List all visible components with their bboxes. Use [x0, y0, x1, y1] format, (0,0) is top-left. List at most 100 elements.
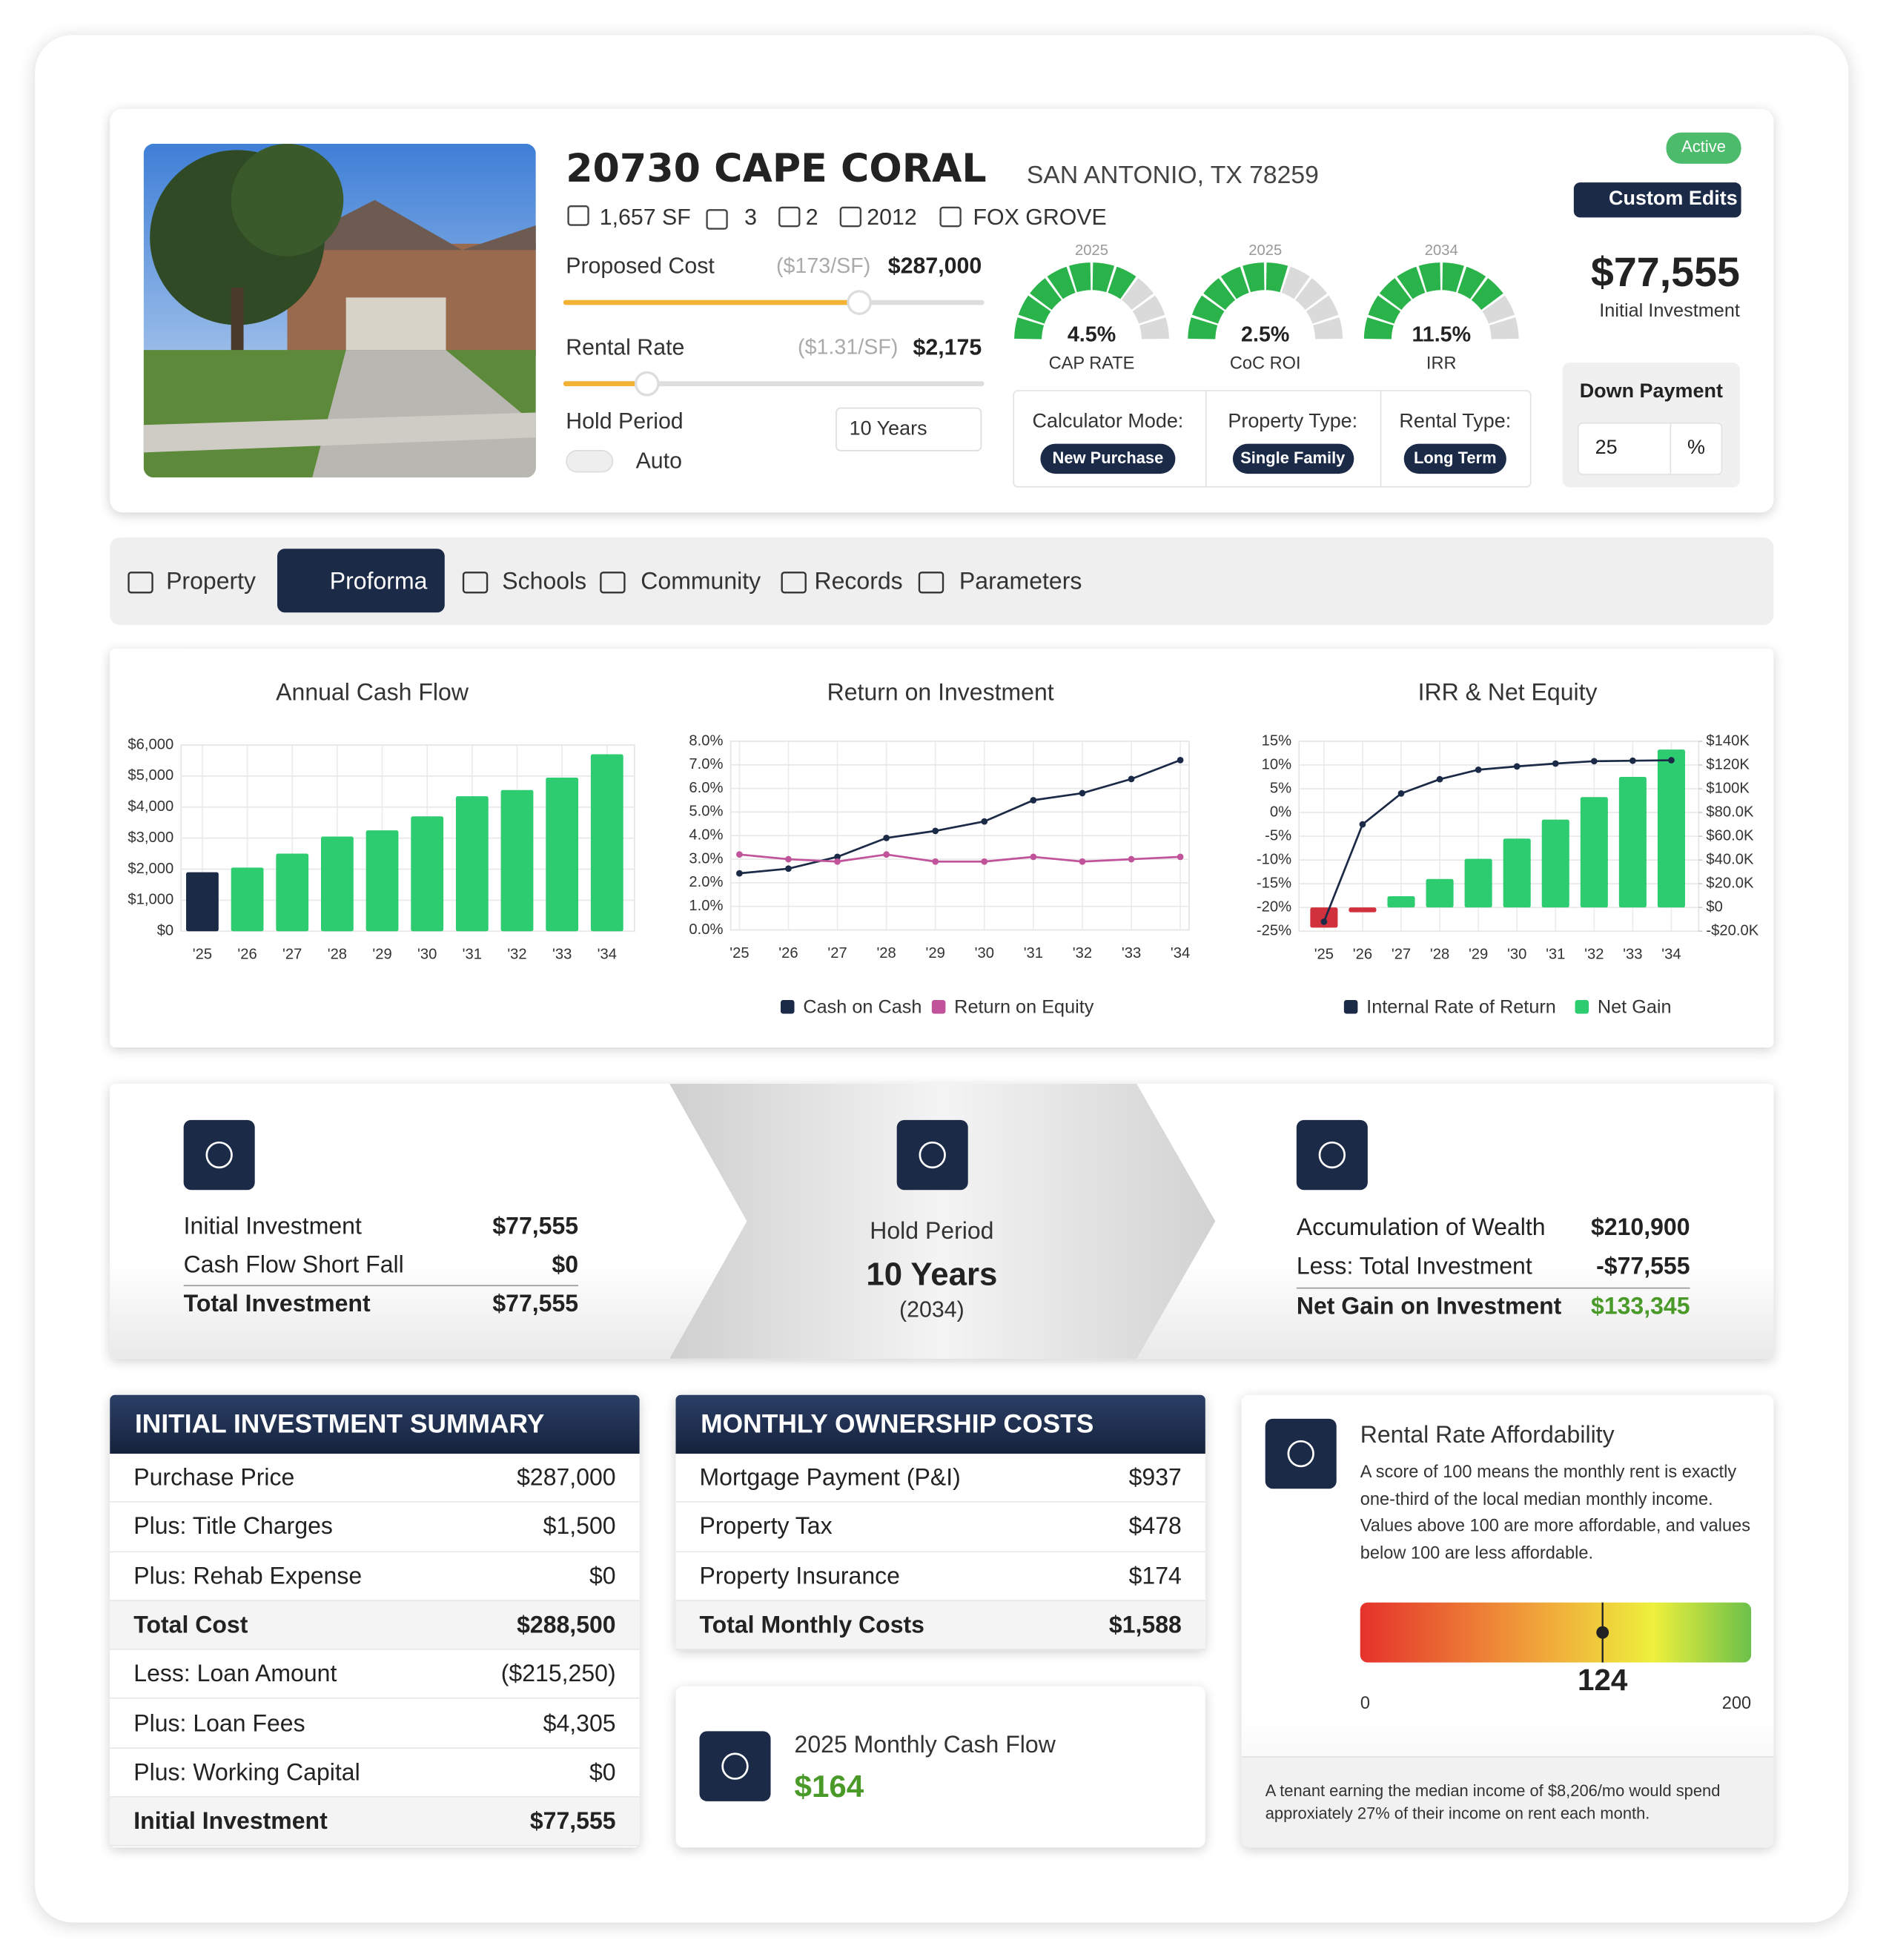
property-title: 20730 CAPE CORAL — [566, 146, 987, 192]
cash-flow-icon-glyph — [721, 1752, 749, 1780]
property-stat: 3 — [744, 204, 758, 230]
legend-label: Return on Equity — [954, 996, 1094, 1019]
status-pill — [1666, 132, 1741, 164]
summary-value: $0 — [552, 1252, 579, 1279]
table-header — [675, 1394, 1205, 1454]
chevron — [669, 1083, 1216, 1359]
legend-swatch — [781, 999, 795, 1014]
mode-value[interactable]: Single Family — [1240, 448, 1346, 467]
tab-icon — [781, 572, 807, 594]
bar — [231, 867, 264, 932]
cash-flow-value: $164 — [794, 1769, 864, 1805]
slider-knob[interactable] — [634, 371, 660, 397]
table-row — [110, 1797, 640, 1847]
row-label: Property Tax — [699, 1514, 833, 1541]
bar — [546, 777, 579, 932]
point — [1177, 756, 1184, 764]
stat-icon — [567, 205, 589, 226]
mode-pill[interactable] — [1403, 443, 1506, 474]
hold-select[interactable] — [836, 407, 982, 451]
point — [736, 870, 743, 877]
gauge-segment — [1014, 317, 1045, 340]
bar — [276, 853, 309, 932]
bar — [186, 872, 219, 932]
down-payment-select[interactable] — [1577, 422, 1723, 475]
gauge-segment — [1471, 278, 1503, 311]
gauge-segment — [1482, 295, 1515, 324]
row-value: $4,305 — [543, 1710, 616, 1738]
tab[interactable]: Community — [641, 569, 761, 595]
table-title: MONTHLY OWNERSHIP COSTS — [701, 1409, 1094, 1439]
driveway — [312, 350, 536, 478]
hold-year: (2034) — [899, 1297, 964, 1322]
mode-pill[interactable] — [1040, 443, 1176, 474]
table-row — [110, 1503, 640, 1552]
row-label: Less: Loan Amount — [133, 1661, 337, 1688]
tab-icon — [462, 572, 489, 594]
y-tick-label: -20% — [1257, 899, 1291, 916]
slider-knob[interactable] — [847, 290, 872, 315]
x-tick-label: '34 — [598, 947, 617, 963]
summary-label: Net Gain on Investment — [1296, 1294, 1562, 1320]
edit-button-label[interactable]: Custom Edits — [1609, 188, 1738, 210]
x-tick-label: '31 — [1024, 945, 1043, 961]
row-label: Plus: Loan Fees — [133, 1710, 305, 1738]
x-tick-label: '25 — [193, 947, 212, 963]
toggle-label: Auto — [635, 448, 682, 474]
x-tick-label: '30 — [975, 945, 994, 961]
point — [981, 818, 988, 825]
tab[interactable]: Property — [166, 569, 257, 595]
table-header — [110, 1394, 640, 1454]
mode-pill[interactable] — [1232, 443, 1354, 474]
heat-bar — [1360, 1602, 1752, 1663]
chevron-shape — [669, 1083, 1216, 1359]
row-value: $174 — [1128, 1563, 1182, 1590]
gauge-segment — [1313, 317, 1343, 340]
x-tick-label: '27 — [1392, 947, 1411, 963]
y-tick-label: $0 — [157, 923, 173, 939]
point — [785, 865, 792, 873]
gauge-segment — [1368, 295, 1401, 324]
tab[interactable]: Schools — [502, 569, 587, 595]
gauge-segment — [1030, 278, 1062, 311]
gauge-value: 4.5% — [1067, 322, 1116, 347]
edit-button[interactable] — [1573, 182, 1741, 218]
property-photo — [143, 143, 536, 478]
y-tick-label: $4,000 — [128, 798, 173, 815]
point — [1128, 855, 1135, 863]
active-tab[interactable] — [277, 549, 445, 613]
table-row — [675, 1600, 1205, 1651]
point — [834, 858, 841, 865]
point — [1436, 775, 1443, 783]
mode-value[interactable]: Long Term — [1414, 448, 1497, 467]
bar — [1618, 776, 1647, 908]
gauge-segment — [1203, 278, 1236, 311]
stat-icon — [706, 209, 728, 230]
affordability-footnote: A tenant earning the median income of $8… — [1265, 1781, 1721, 1823]
mode-value[interactable]: New Purchase — [1052, 448, 1164, 467]
toggle[interactable] — [566, 450, 614, 473]
field-value: $2,175 — [913, 334, 982, 360]
legend-label: Cash on Cash — [803, 996, 922, 1019]
hold-value: 10 Years — [866, 1255, 998, 1293]
wealth-icon — [1296, 1119, 1368, 1191]
y-tick-label: $6,000 — [128, 736, 173, 752]
down-payment-unit: % — [1687, 437, 1705, 459]
bar — [1426, 878, 1454, 908]
y-tick-label: -15% — [1257, 875, 1291, 891]
select-divider — [1670, 423, 1672, 474]
tab[interactable]: Records — [814, 569, 903, 595]
point — [1552, 760, 1559, 767]
mode-box — [1013, 390, 1532, 488]
summary-label: Total Investment — [183, 1291, 371, 1318]
x-tick-label: '32 — [507, 947, 526, 963]
affordability-icon — [1265, 1418, 1337, 1489]
field-per-sf: ($1.31/SF) — [798, 335, 899, 360]
tab[interactable]: Parameters — [959, 569, 1082, 595]
bar — [1310, 907, 1338, 928]
row-label: Purchase Price — [133, 1465, 295, 1491]
tab[interactable]: Proforma — [329, 569, 428, 595]
x-tick-label: '31 — [463, 947, 482, 963]
row-label: Mortgage Payment (P&I) — [699, 1465, 961, 1491]
table-row — [110, 1454, 640, 1503]
